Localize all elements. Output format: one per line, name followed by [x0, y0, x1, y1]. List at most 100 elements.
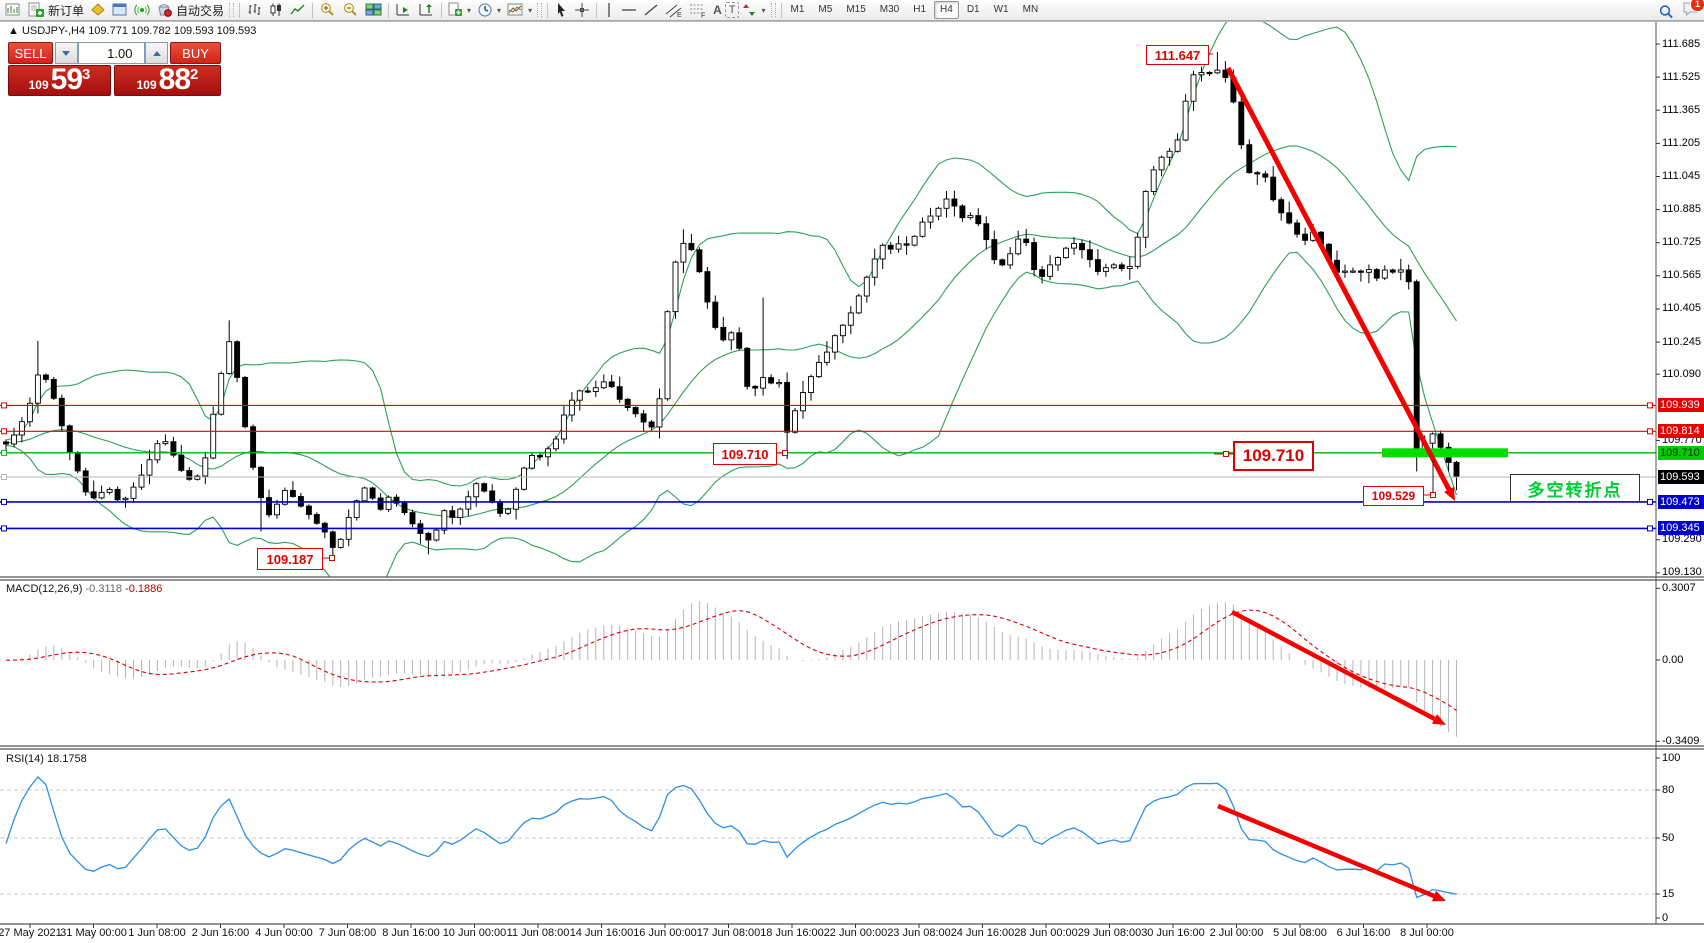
timeframe-button-w1[interactable]: W1 — [993, 4, 1009, 15]
cursor-tool-button[interactable] — [551, 1, 571, 19]
annotation-low-price[interactable]: 109.187 — [257, 548, 323, 570]
crosshair-tool-button[interactable] — [571, 1, 593, 19]
new-chart-button[interactable] — [2, 1, 25, 19]
time-axis-label: 6 Jul 16:00 — [1336, 927, 1391, 939]
timeframe-button-m15[interactable]: M15 — [846, 4, 866, 15]
annotation-turning-point[interactable]: 多空转折点 — [1510, 474, 1640, 502]
line-chart-mode-button[interactable] — [287, 1, 309, 19]
zoom-out-icon — [344, 3, 357, 16]
text-tool-button[interactable]: A — [713, 3, 722, 17]
label-tool-button[interactable]: T — [724, 2, 740, 18]
sell-button[interactable]: SELL — [8, 42, 54, 64]
timeframe-button-mn[interactable]: MN — [1022, 4, 1039, 15]
price-level-badge: 109.473 — [1658, 494, 1704, 509]
volume-decrease-button[interactable] — [55, 42, 78, 64]
bar-chart-mode-button[interactable] — [243, 1, 265, 19]
time-axis-label: 24 Jun 16:00 — [950, 927, 1015, 939]
signals-icon — [134, 4, 150, 16]
arrows-tool-button[interactable]: ▾ — [739, 1, 768, 19]
tile-windows-icon — [365, 3, 382, 16]
price-level-badge: 109.710 — [1658, 445, 1704, 460]
timeframe-button-h1[interactable]: H1 — [913, 4, 927, 15]
annotation-high-price[interactable]: 111.647 — [1146, 45, 1209, 65]
price-tick-label: 110.405 — [1662, 302, 1701, 315]
chart-shift-button[interactable] — [415, 1, 438, 19]
trendline-icon — [644, 4, 658, 16]
price-tick-label: 110.725 — [1662, 236, 1701, 249]
line-chart-icon — [290, 4, 305, 15]
time-axis-label: 29 Jun 08:00 — [1077, 927, 1142, 939]
price-tick-label: 109.130 — [1662, 566, 1702, 579]
buy-button[interactable]: BUY — [170, 42, 221, 64]
price-tick-label: 111.365 — [1662, 103, 1701, 116]
timeframe-button-d1[interactable]: D1 — [966, 4, 980, 15]
svg-text:F: F — [701, 13, 705, 19]
new-order-label: 新订单 — [48, 3, 85, 18]
time-axis-label: 2 Jul 00:00 — [1209, 927, 1264, 939]
time-axis-label: 4 Jun 00:00 — [255, 927, 313, 939]
price-tick-label: 110.885 — [1662, 203, 1701, 216]
market-watch-button[interactable] — [87, 1, 109, 19]
rsi-scale-label: 100 — [1662, 751, 1681, 764]
hline-tool-button[interactable] — [618, 1, 640, 19]
price-level-badge: 109.939 — [1658, 398, 1704, 413]
templates-button[interactable]: ▾ — [445, 1, 474, 19]
indicators-button[interactable]: ▾ — [504, 1, 535, 19]
vline-tool-button[interactable] — [600, 1, 618, 19]
data-window-button[interactable] — [109, 1, 131, 19]
candlestick-mode-button[interactable] — [265, 1, 287, 19]
signals-button[interactable] — [131, 1, 153, 19]
auto-scroll-button[interactable] — [392, 1, 415, 19]
time-axis-label: 7 Jun 08:00 — [318, 927, 377, 939]
auto-trading-button[interactable]: 自动交易 — [153, 1, 227, 19]
macd-scale-label: 0.00 — [1662, 653, 1684, 666]
time-axis-label: 10 Jun 00:00 — [442, 927, 507, 939]
arrow-shapes-icon — [743, 4, 756, 16]
buy-price[interactable]: 109 88 2 — [114, 65, 221, 96]
symbol-ohlc: 109.771 109.782 109.593 109.593 — [88, 25, 257, 37]
annotation-level-109710[interactable]: 109.710 — [713, 443, 777, 465]
zoom-in-icon — [321, 3, 334, 16]
chart-shift-icon — [419, 4, 433, 16]
time-axis-label: 5 Jul 08:00 — [1273, 927, 1327, 939]
new-order-button[interactable]: 新订单 — [25, 1, 87, 19]
zoom-out-button[interactable] — [339, 1, 362, 19]
svg-text:E: E — [677, 12, 682, 18]
annotation-last-low[interactable]: 109.529 — [1363, 486, 1424, 506]
symbol-name: USDJPY-,H4 — [21, 25, 86, 37]
auto-trading-label: 自动交易 — [176, 3, 225, 18]
time-axis-label: 17 Jun 08:00 — [696, 927, 761, 939]
time-axis-label: 22 Jun 00:00 — [823, 927, 888, 939]
volume-input[interactable]: 1.00 — [77, 42, 146, 64]
search-icon[interactable] — [1658, 4, 1674, 20]
timeframe-button-m30[interactable]: M30 — [879, 4, 900, 15]
annotation-level-109710-big[interactable]: 109.710 — [1233, 441, 1314, 471]
timeframe-toolbar: M1 M5 M15 M30 H1 H4 D1 W1 MN — [785, 1, 1045, 19]
zoom-in-button[interactable] — [316, 1, 339, 19]
time-axis-label: 8 Jul 00:00 — [1400, 927, 1454, 939]
time-axis-label: 8 Jun 16:00 — [382, 927, 440, 939]
timeframe-button-m1[interactable]: M1 — [790, 4, 805, 15]
time-axis-label: 30 Jun 16:00 — [1141, 927, 1205, 939]
indicators-icon — [507, 3, 523, 16]
timeframe-button-h4[interactable]: H4 — [934, 1, 959, 19]
tile-windows-button[interactable] — [362, 1, 385, 19]
channel-tool-button[interactable]: E — [662, 1, 686, 19]
volume-increase-button[interactable] — [145, 42, 169, 64]
sell-price-sup: 3 — [82, 66, 91, 83]
timeframe-button-m5[interactable]: M5 — [818, 4, 833, 15]
period-button[interactable]: ▾ — [474, 1, 504, 19]
notifications-button[interactable]: 1 — [1682, 0, 1704, 22]
macd-signal-value: -0.1886 — [125, 583, 163, 595]
price-level-badge: 109.814 — [1658, 424, 1704, 439]
trendline-tool-button[interactable] — [640, 1, 662, 19]
fibonacci-icon: F — [690, 4, 705, 19]
sell-price[interactable]: 109 59 3 — [8, 65, 111, 96]
macd-scale-label: 0.3007 — [1662, 581, 1696, 594]
notification-badge: 1 — [1690, 0, 1704, 12]
time-axis-label: 27 May 2021 — [0, 927, 62, 939]
fibonacci-tool-button[interactable]: F — [686, 1, 710, 19]
market-watch-icon — [91, 3, 105, 16]
